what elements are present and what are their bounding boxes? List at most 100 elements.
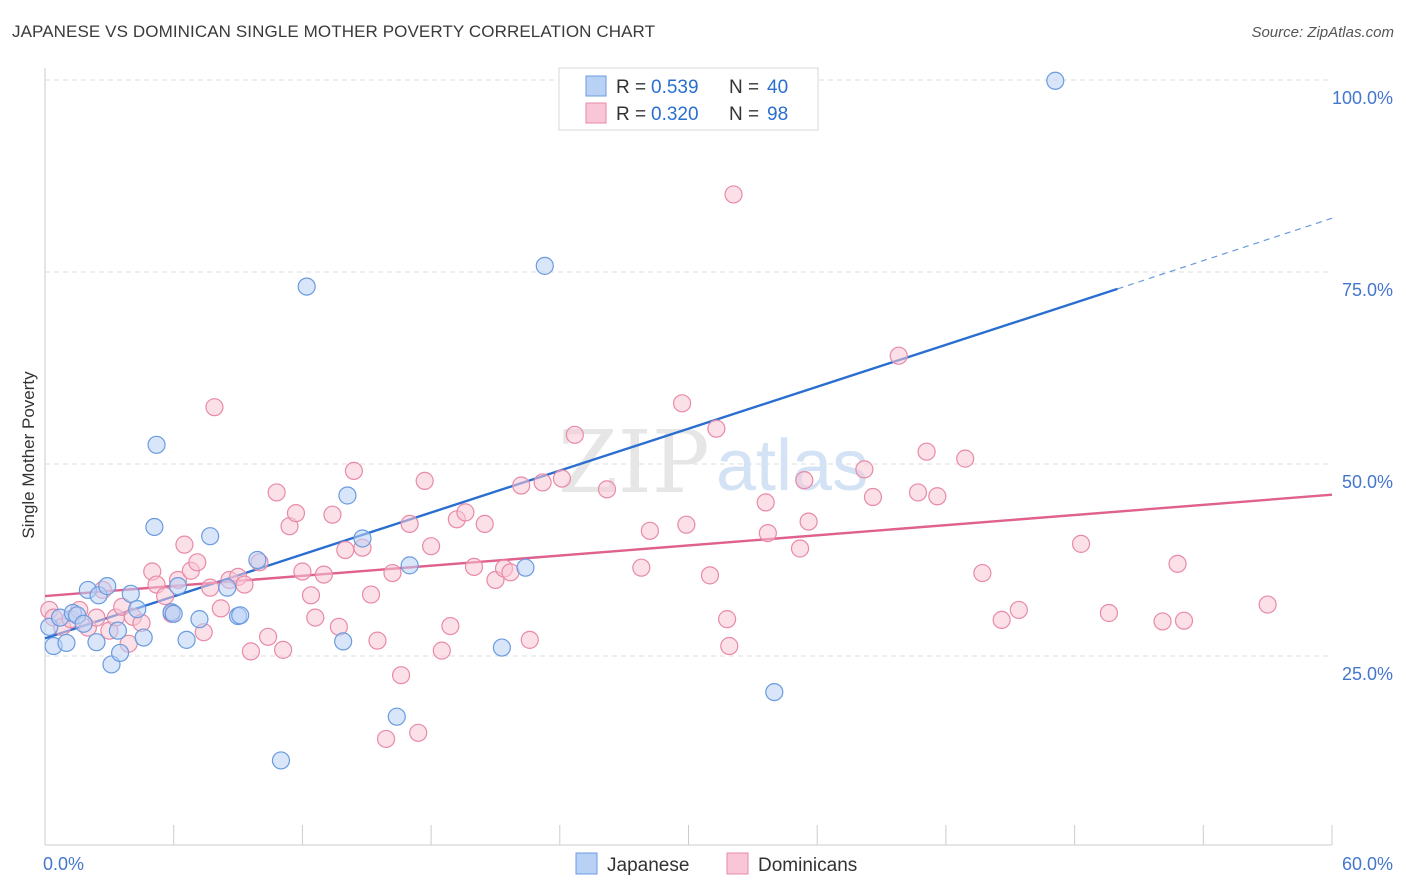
japanese-point <box>516 558 535 577</box>
dominicans-r-value: 0.320 <box>651 104 699 125</box>
japanese-point <box>492 638 511 657</box>
dominicans-point <box>391 666 411 685</box>
dominicans-trend-line <box>44 493 1333 598</box>
japanese-point <box>168 577 188 596</box>
japanese-point <box>353 529 372 548</box>
dominicans-point <box>323 505 342 524</box>
dominicans-point <box>790 539 810 558</box>
japanese-point <box>98 577 117 596</box>
dominicans-point <box>700 566 720 585</box>
japanese-point <box>231 606 250 625</box>
chart-source: Source: ZipAtlas.com <box>1251 24 1394 41</box>
dominicans-swatch <box>585 102 607 124</box>
japanese-point <box>334 632 353 651</box>
dominicans-point <box>273 640 293 659</box>
japanese-point <box>535 256 554 275</box>
dominicans-point <box>464 557 484 577</box>
dominicans-n-value: 98 <box>767 104 788 125</box>
dominicans-point <box>1258 595 1277 614</box>
dominicans-point <box>799 512 818 531</box>
dominicans-point <box>863 487 883 507</box>
dominicans-point <box>441 616 460 636</box>
japanese-point <box>134 628 153 647</box>
dominicans-point <box>1153 612 1172 631</box>
japanese-swatch <box>585 75 607 97</box>
dominicans-point <box>156 586 175 606</box>
dominicans-point <box>1071 534 1091 553</box>
dominicans-point <box>707 419 726 438</box>
japanese-n-label: N = <box>729 77 759 98</box>
japanese-point <box>1046 71 1065 90</box>
dominicans-point <box>314 565 333 584</box>
dominicans-point <box>400 514 419 534</box>
dominicans-point <box>235 575 254 594</box>
dominicans-point <box>336 540 355 560</box>
dominicans-point <box>795 471 814 490</box>
japanese-point <box>297 277 316 296</box>
dominicans-point <box>201 578 220 597</box>
japanese-point <box>177 630 196 649</box>
legend-dominicans-swatch <box>726 852 749 875</box>
dominicans-point <box>1009 600 1028 620</box>
dominicans-point <box>383 563 402 583</box>
dominicans-point <box>501 563 520 582</box>
japanese-point <box>201 527 220 546</box>
x-tick-label-end: 60.0% <box>1342 854 1393 874</box>
y-tick-label: 25.0% <box>1342 664 1393 684</box>
chart-title: JAPANESE VS DOMINICAN SINGLE MOTHER POVE… <box>12 22 656 41</box>
legend-dominicans-label: Dominicans <box>758 855 857 876</box>
axes <box>44 68 1332 846</box>
dominicans-point <box>552 469 572 488</box>
dominicans-point <box>368 631 387 650</box>
japanese-point <box>108 621 128 640</box>
dominicans-point <box>1099 603 1119 623</box>
dominicans-point <box>855 460 874 479</box>
dominicans-point <box>415 471 434 490</box>
dominicans-point <box>286 504 306 523</box>
dominicans-point <box>533 473 552 492</box>
japanese-point <box>74 614 93 633</box>
dominicans-point <box>992 610 1011 630</box>
japanese-r-label: R = <box>616 77 646 98</box>
dominicans-point <box>175 535 194 554</box>
japanese-point <box>248 550 267 570</box>
dominicans-point <box>241 642 261 661</box>
watermark-atlas: atlas <box>716 426 868 506</box>
dominicans-point <box>1174 611 1194 630</box>
y-tick-label: 50.0% <box>1342 472 1393 492</box>
japanese-point <box>121 584 140 603</box>
dominicans-point <box>293 562 312 581</box>
dominicans-point <box>677 515 696 534</box>
japanese-r-value: 0.539 <box>651 77 699 98</box>
japanese-point <box>128 600 147 619</box>
dominicans-point <box>672 394 692 413</box>
dominicans-point <box>889 346 908 365</box>
dominicans-point <box>344 461 363 481</box>
y-tick-label: 75.0% <box>1342 280 1393 300</box>
y-tick-label: 100.0% <box>1332 88 1393 108</box>
dominicans-point <box>512 476 531 495</box>
dominicans-point <box>908 483 928 502</box>
japanese-point <box>164 604 183 623</box>
dominicans-point <box>973 563 992 583</box>
dominicans-r-label: R = <box>616 104 646 125</box>
japanese-point <box>387 707 406 726</box>
dominicans-point <box>422 537 441 556</box>
japanese-point <box>400 556 419 575</box>
dominicans-n-label: N = <box>729 104 759 125</box>
dominicans-point <box>720 636 739 656</box>
dominicans-point <box>267 483 286 502</box>
dominicans-point <box>306 608 325 627</box>
dominicans-point <box>956 449 975 468</box>
dominicans-point <box>211 599 230 618</box>
x-tick-label-start: 0.0% <box>43 854 84 874</box>
dominicans-point <box>917 442 936 461</box>
dominicans-point <box>376 729 396 749</box>
dominicans-point <box>188 553 207 572</box>
dominicans-point <box>758 524 777 543</box>
japanese-n-value: 40 <box>767 77 788 98</box>
japanese-point <box>218 578 237 597</box>
dominicans-point <box>258 627 278 646</box>
japanese-point <box>145 517 164 537</box>
japanese-points <box>40 71 1065 770</box>
